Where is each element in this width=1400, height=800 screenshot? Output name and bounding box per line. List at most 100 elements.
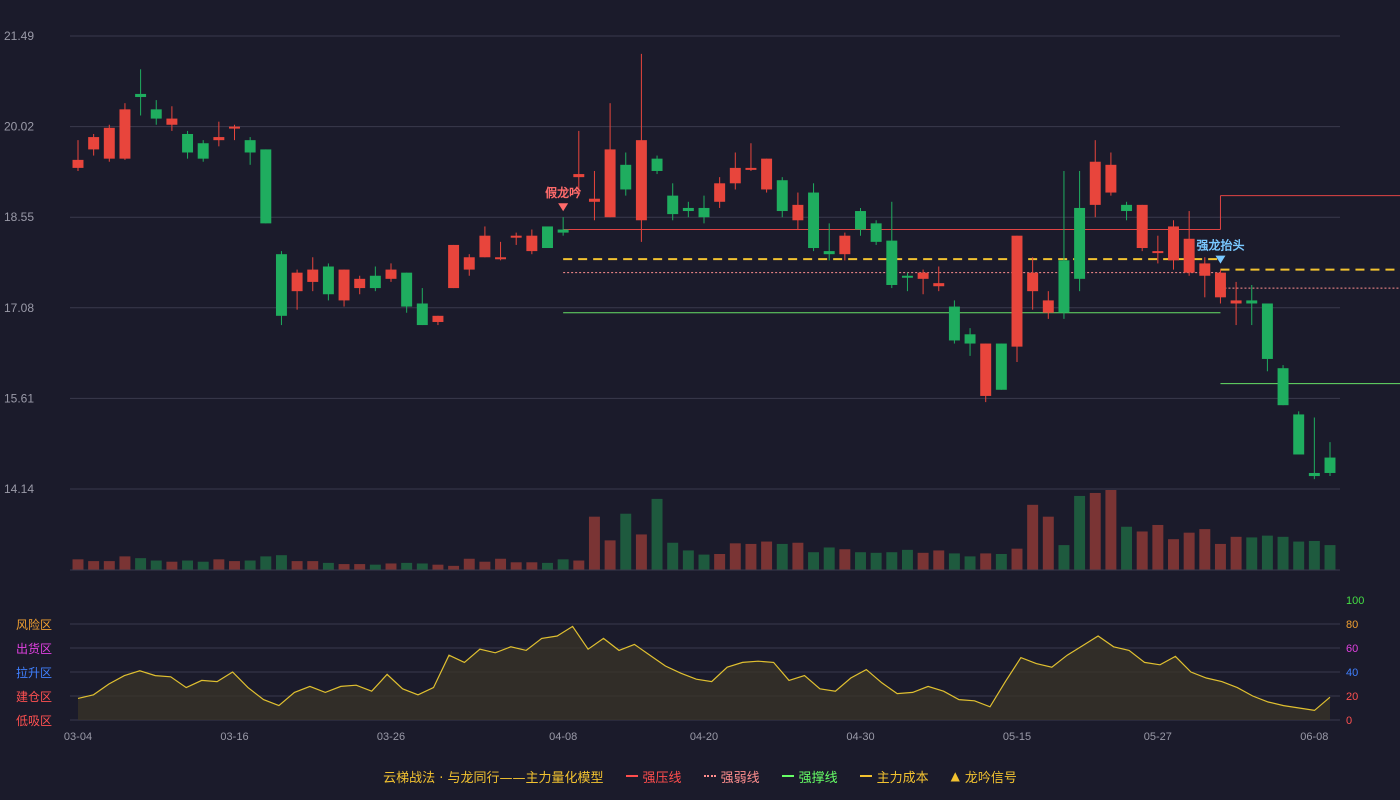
volume-bar	[369, 564, 381, 570]
volume-bar	[1230, 536, 1242, 570]
candle-body	[1230, 300, 1242, 304]
volume-bar	[995, 554, 1007, 570]
osc-zone-label: 风险区	[16, 617, 52, 632]
candle-body	[1058, 260, 1070, 313]
osc-y-tick: 0	[1346, 715, 1352, 727]
volume-bar	[901, 549, 913, 570]
volume-bar	[1246, 537, 1258, 570]
volume-bar	[635, 534, 647, 570]
volume-bar	[88, 561, 100, 570]
x-tick-label: 04-30	[846, 731, 874, 743]
candle-body	[463, 257, 475, 270]
candle-body	[557, 229, 569, 233]
volume-bar	[119, 556, 131, 570]
volume-bar	[682, 550, 694, 570]
volume-bar	[526, 562, 538, 570]
candle-body	[1105, 164, 1117, 193]
candle-body	[948, 306, 960, 341]
volume-bar	[620, 513, 632, 570]
candle-body	[510, 235, 522, 238]
volume-bar	[354, 564, 366, 570]
volume-bar	[1152, 524, 1164, 570]
osc-zone-label: 拉升区	[16, 665, 52, 680]
x-tick-label: 03-04	[64, 731, 92, 743]
volume-bar	[933, 550, 945, 570]
osc-zone-label: 出货区	[16, 641, 52, 656]
volume-bar	[479, 561, 491, 570]
candle-body	[635, 140, 647, 221]
volume-bar	[1324, 545, 1336, 570]
volume-bar	[1168, 539, 1179, 570]
volume-bar	[542, 562, 553, 570]
candle-body	[1074, 207, 1086, 279]
candle-body	[322, 266, 334, 295]
candle-body	[432, 315, 444, 322]
volume-bar	[714, 554, 726, 570]
volume-bar	[1308, 540, 1320, 570]
candle-body	[182, 133, 194, 153]
candle-body	[197, 143, 209, 159]
volume-bar	[1293, 541, 1305, 570]
candle-body	[1168, 226, 1179, 261]
x-tick-label: 06-08	[1300, 731, 1328, 743]
legend-item-dragon-signal: ▲ 龙吟信号	[951, 767, 1017, 786]
volume-bar	[667, 542, 679, 570]
candle-body	[369, 275, 381, 289]
candle-body	[72, 159, 84, 168]
candle-body	[933, 283, 945, 287]
volume-bar	[275, 555, 287, 570]
osc-y-tick: 20	[1346, 691, 1358, 703]
candle-body	[1183, 238, 1195, 273]
legend-item-main-cost: 主力成本	[859, 767, 929, 786]
candle-body	[729, 167, 741, 184]
legend-label: 强弱线	[720, 770, 760, 786]
candle-body	[401, 272, 413, 307]
candle-body	[1324, 457, 1336, 473]
candle-body	[448, 244, 460, 289]
volume-bar	[463, 558, 475, 570]
volume-bar	[135, 558, 147, 570]
candle-body	[855, 211, 866, 230]
candle-body	[651, 158, 663, 171]
candle-body	[103, 127, 115, 159]
volume-bar	[761, 541, 773, 570]
candle-body	[542, 226, 553, 249]
candle-body	[213, 137, 225, 141]
candle-body	[870, 223, 882, 242]
volume-bar	[1214, 543, 1226, 570]
signal-label: 假龙吟	[545, 185, 581, 200]
candle-body	[1121, 204, 1133, 212]
candle-body	[385, 269, 397, 279]
legend-item-strong-weak: 强弱线	[703, 767, 760, 786]
volume-bar	[1074, 495, 1086, 570]
candle-body	[839, 235, 851, 255]
osc-y-tick: 80	[1346, 619, 1358, 631]
x-tick-label: 04-20	[690, 731, 718, 743]
candle-body	[667, 195, 679, 215]
x-tick-label: 05-27	[1144, 731, 1172, 743]
chart-legend: 云梯战法 · 与龙同行——主力量化模型 强压线 强弱线 强撑线 主力成本 ▲ 龙…	[0, 764, 1400, 788]
volume-bar	[745, 543, 757, 570]
volume-bar	[448, 565, 460, 570]
y-tick-label: 17.08	[4, 301, 34, 315]
y-tick-label: 20.02	[4, 120, 34, 134]
candle-body	[776, 180, 788, 212]
candle-body	[1214, 272, 1226, 298]
candle-body	[416, 303, 428, 326]
candle-body	[698, 207, 710, 218]
volume-bar	[1277, 536, 1289, 570]
candle-body	[588, 198, 600, 202]
candle-body	[761, 158, 773, 190]
volume-bar	[291, 561, 303, 570]
volume-bar	[776, 543, 788, 570]
candle-body	[166, 118, 178, 125]
volume-bar	[182, 560, 194, 570]
signal-arrow-icon	[1215, 255, 1226, 264]
volume-bar	[72, 559, 84, 570]
candle-body	[1042, 300, 1054, 313]
volume-bar	[244, 560, 256, 570]
candle-body	[682, 207, 694, 212]
candle-body	[354, 278, 366, 289]
candle-body	[980, 343, 992, 396]
